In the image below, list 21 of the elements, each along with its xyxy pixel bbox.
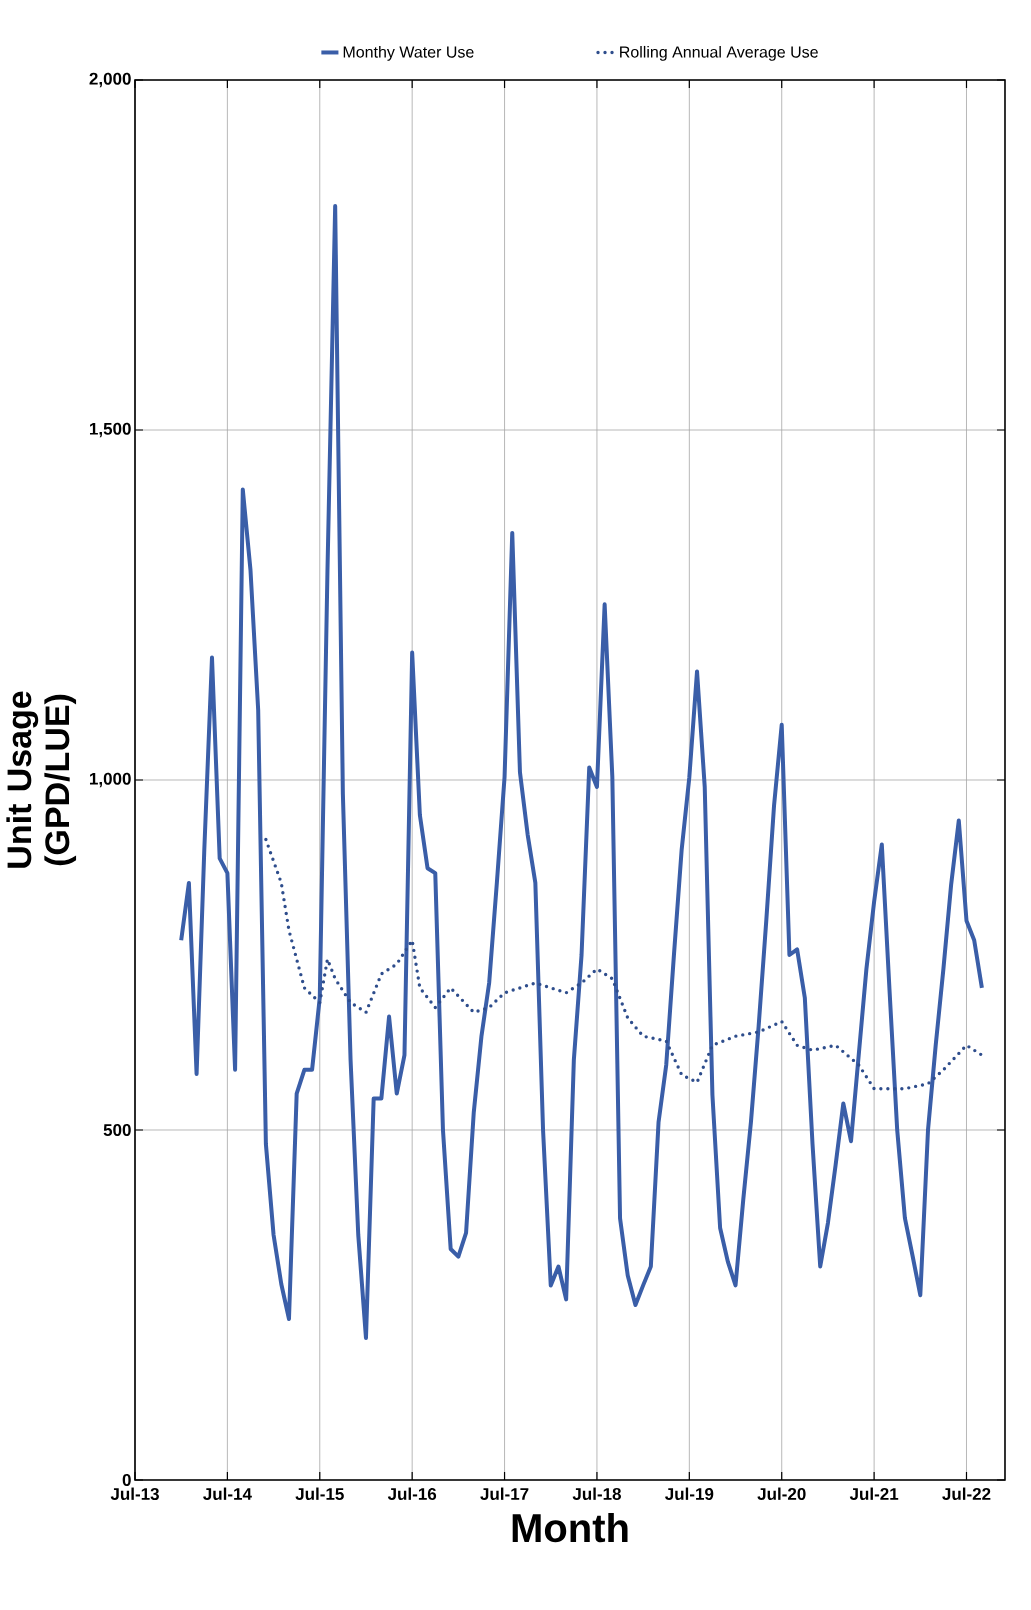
legend-label: Monthy Water Use <box>343 45 474 61</box>
x-axis-title: Month <box>512 1512 628 1543</box>
y-tick-label: 1,000 <box>89 772 131 788</box>
y-tick-label: 500 <box>103 1123 131 1137</box>
x-tick-label: Jul-14 <box>203 1487 252 1501</box>
x-tick-label: Jul-17 <box>480 1487 529 1501</box>
x-tick-label: Jul-19 <box>665 1487 714 1501</box>
y-tick-label: 0 <box>122 1473 131 1487</box>
x-tick-label: Jul-21 <box>849 1487 899 1501</box>
x-tick-label: Jul-15 <box>295 1487 344 1501</box>
x-tick-label: Jul-18 <box>572 1487 621 1501</box>
y-axis-title: Unit Usage (GPD/LUE) <box>6 691 77 868</box>
x-tick-label: Jul-16 <box>387 1487 437 1501</box>
y-tick-label: 2,000 <box>89 72 131 88</box>
line-series <box>264 837 984 1091</box>
line-series <box>179 204 984 1340</box>
y-tick-label: 1,500 <box>89 422 131 438</box>
x-tick-label: Jul-13 <box>110 1487 159 1501</box>
x-tick-label: Jul-22 <box>942 1487 991 1501</box>
x-tick-label: Jul-20 <box>757 1487 806 1501</box>
legend-label: Rolling Annual Average Use <box>620 45 818 61</box>
